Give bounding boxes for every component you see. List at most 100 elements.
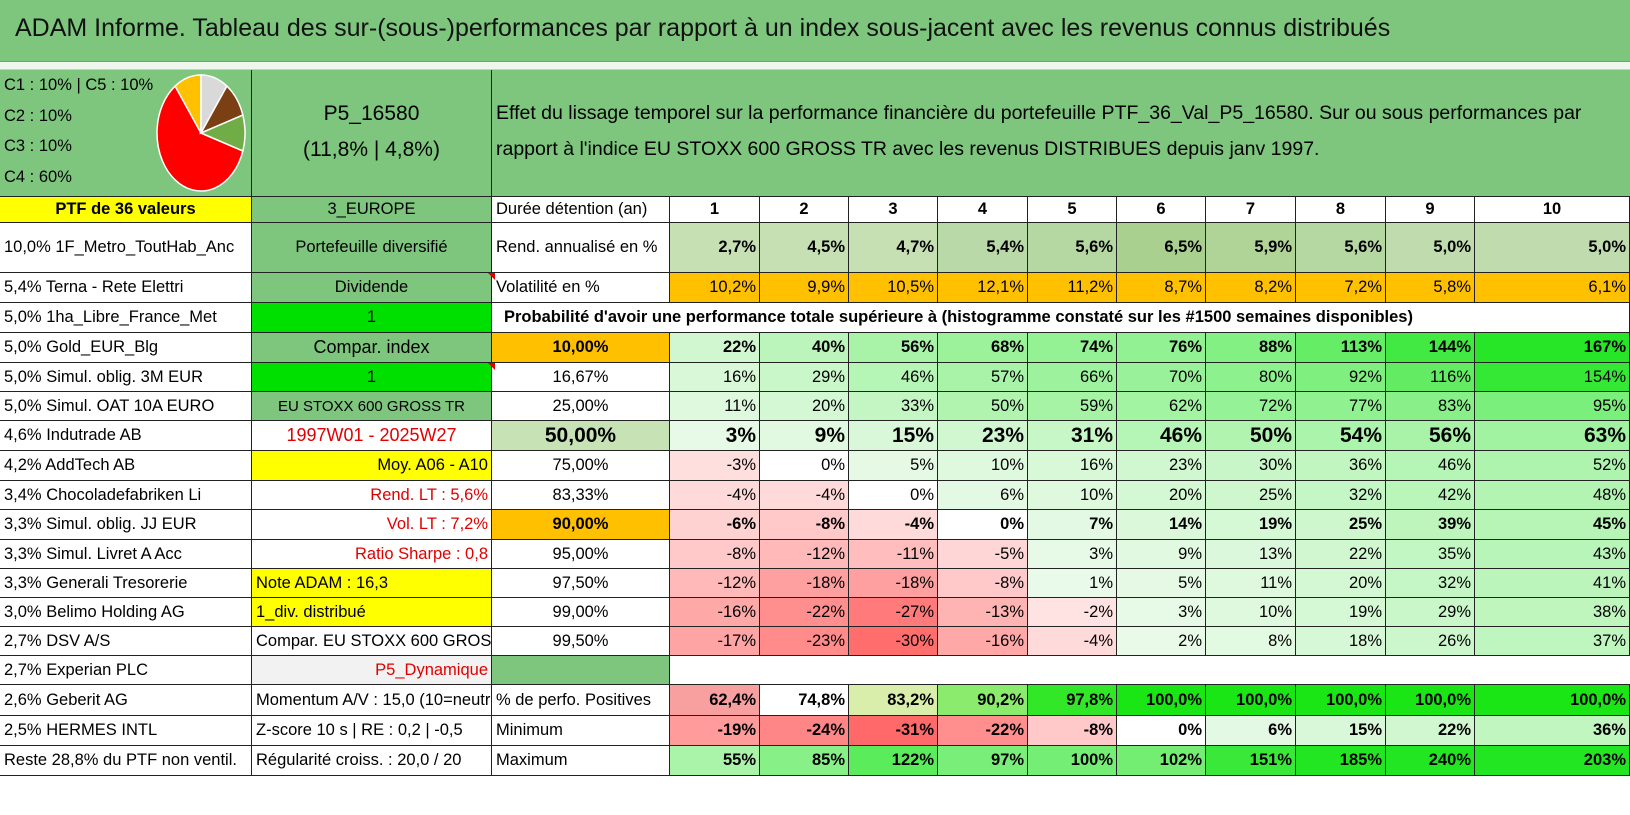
param-cell: Ratio Sharpe : 0,8 [252, 540, 492, 569]
probability-value: 68% [938, 333, 1028, 363]
probability-value: 59% [1028, 392, 1117, 421]
vol-value: 10,5% [849, 273, 938, 303]
holding-row: 2,7% DSV A/S [0, 627, 252, 656]
probability-value: 52% [1475, 451, 1630, 481]
legend-line-1: C1 : 10% | C5 : 10% [4, 76, 154, 94]
param-cell: Note ADAM : 16,3 [252, 569, 492, 598]
probability-value: 3% [670, 421, 760, 451]
vol-value: 9,9% [760, 273, 849, 303]
pos-value: 100,0% [1386, 685, 1475, 716]
probability-value: 167% [1475, 333, 1630, 363]
holding-row: 3,3% Generali Tresorerie [0, 569, 252, 598]
probability-value: 70% [1117, 363, 1206, 392]
page-title: ADAM Informe. Tableau des sur-(sous-)per… [15, 14, 1391, 42]
year-header: 10 [1475, 197, 1630, 223]
min-label: Minimum [492, 716, 670, 746]
year-header: 1 [670, 197, 760, 223]
param-cell: EU STOXX 600 GROSS TR [252, 392, 492, 421]
pos-value: 100,0% [1296, 685, 1386, 716]
probability-value: 40% [760, 333, 849, 363]
min-value: 6% [1206, 716, 1296, 746]
probability-value: 144% [1386, 333, 1475, 363]
probability-value: 11% [670, 392, 760, 421]
rend-value: 6,5% [1117, 223, 1206, 273]
holdings-count: PTF de 36 valeurs [0, 197, 252, 223]
probability-value: -27% [849, 598, 938, 627]
holding-row: 5,0% Simul. OAT 10A EURO [0, 392, 252, 421]
holding-row: 3,4% Chocoladefabriken Li [0, 481, 252, 510]
max-value: 85% [760, 746, 849, 776]
probability-value: 83% [1386, 392, 1475, 421]
probability-label: Probabilité d'avoir une performance tota… [492, 303, 1538, 333]
probability-value: -4% [760, 481, 849, 510]
year-header: 2 [760, 197, 849, 223]
holding-row: 2,7% Experian PLC [0, 656, 252, 685]
pie-slice-c4 [156, 84, 244, 192]
min-value: 0% [1117, 716, 1206, 746]
probability-value: 56% [1386, 421, 1475, 451]
probability-value: 9% [760, 421, 849, 451]
probability-value: 7% [1028, 510, 1117, 540]
holding-row: 5,0% 1ha_Libre_France_Met [0, 303, 252, 333]
probability-value: -17% [670, 627, 760, 656]
rend-value: 5,6% [1296, 223, 1386, 273]
vol-value: 8,7% [1117, 273, 1206, 303]
comment-marker [488, 273, 495, 280]
param-cell: Moy. A06 - A10 [252, 451, 492, 481]
probability-value: 41% [1475, 569, 1630, 598]
param-cell: 3_EUROPE [252, 197, 492, 223]
rend-value: 4,5% [760, 223, 849, 273]
year-header: 5 [1028, 197, 1117, 223]
rend-value: 5,4% [938, 223, 1028, 273]
confidence-level: 95,00% [492, 540, 670, 569]
probability-value: 33% [849, 392, 938, 421]
probability-value: 0% [760, 451, 849, 481]
param-cell: Compar. EU STOXX 600 GROSS TR [252, 627, 492, 656]
param-cell: Vol. LT : 7,2% [252, 510, 492, 540]
probability-value: 45% [1475, 510, 1630, 540]
probability-value: 14% [1117, 510, 1206, 540]
param-cell: P5_Dynamique [252, 656, 492, 685]
probability-value: -8% [938, 569, 1028, 598]
confidence-level: 83,33% [492, 481, 670, 510]
probability-value: 50% [938, 392, 1028, 421]
probability-value: 76% [1117, 333, 1206, 363]
vol-value: 5,8% [1386, 273, 1475, 303]
pos-value: 100,0% [1117, 685, 1206, 716]
pos-value: 100,0% [1206, 685, 1296, 716]
probability-value: 23% [1117, 451, 1206, 481]
probability-value: -4% [849, 510, 938, 540]
probability-value: 72% [1206, 392, 1296, 421]
pos-value: 83,2% [849, 685, 938, 716]
probability-value: 36% [1296, 451, 1386, 481]
rend-label: Rend. annualisé en % [492, 223, 670, 273]
param-cell: 1_div. distribué [252, 598, 492, 627]
max-value: 102% [1117, 746, 1206, 776]
rend-value: 5,0% [1475, 223, 1630, 273]
blank-cell [1538, 303, 1630, 333]
holding-row: 3,3% Simul. Livret A Acc [0, 540, 252, 569]
probability-value: -16% [938, 627, 1028, 656]
probability-value: 10% [1206, 598, 1296, 627]
param-cell: Dividende [252, 273, 492, 303]
rend-value: 2,7% [670, 223, 760, 273]
probability-value: 22% [670, 333, 760, 363]
holding-row: 2,6% Geberit AG [0, 685, 252, 716]
param-cell: Régularité croiss. : 20,0 / 20 [252, 746, 492, 776]
portfolio-performance: (11,8% | 4,8%) [303, 138, 440, 161]
probability-value: 63% [1475, 421, 1630, 451]
max-value: 100% [1028, 746, 1117, 776]
probability-value: 29% [760, 363, 849, 392]
portfolio-code: P5_16580 [323, 102, 420, 125]
min-value: 36% [1475, 716, 1630, 746]
probability-value: 77% [1296, 392, 1386, 421]
probability-value: 46% [1117, 421, 1206, 451]
probability-value: 5% [1117, 569, 1206, 598]
holding-row: 5,0% Gold_EUR_Blg [0, 333, 252, 363]
probability-value: 26% [1386, 627, 1475, 656]
vol-value: 11,2% [1028, 273, 1117, 303]
vol-label: Volatilité en % [492, 273, 670, 303]
min-value: -22% [938, 716, 1028, 746]
probability-value: 16% [1028, 451, 1117, 481]
probability-value: 30% [1206, 451, 1296, 481]
